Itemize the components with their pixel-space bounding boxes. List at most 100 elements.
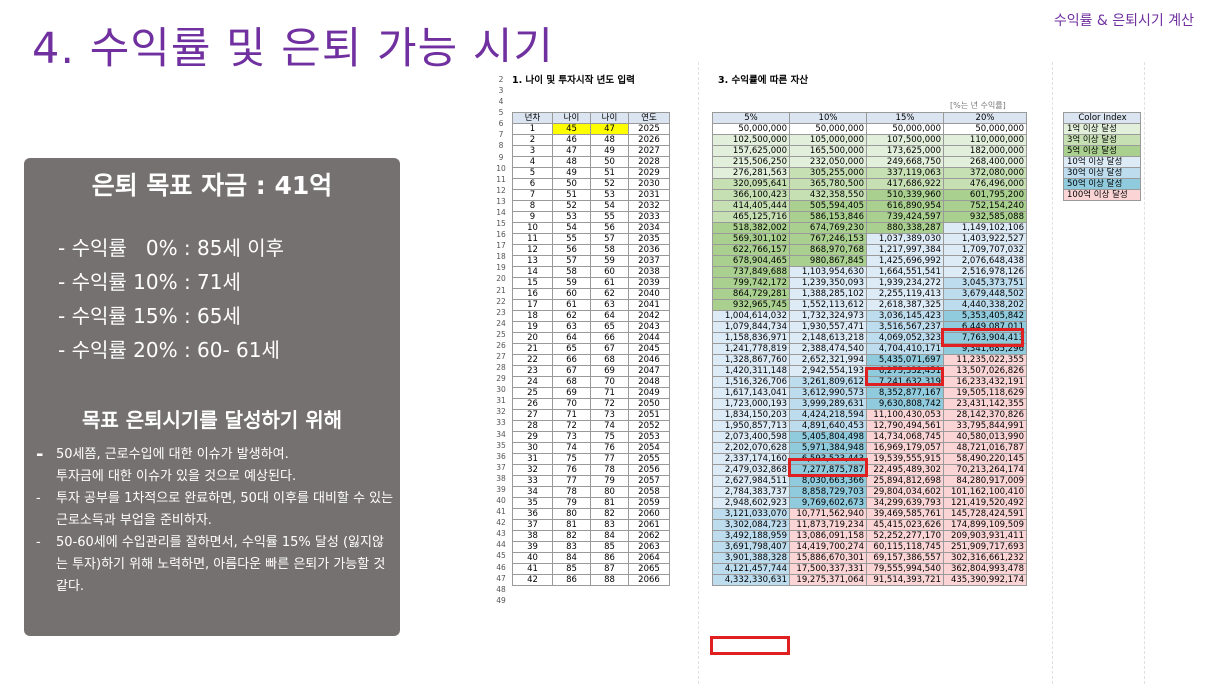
table-row: 13 57 59 2037 xyxy=(512,255,670,267)
asset-cell: 28,142,370,826 xyxy=(943,409,1027,421)
asset-cell: 25,894,812,698 xyxy=(866,475,944,487)
asset-cell: 752,154,240 xyxy=(943,200,1027,212)
top-right-caption: 수익률 & 은퇴시기 계산 xyxy=(1053,13,1194,29)
asset-cell: 182,000,000 xyxy=(943,145,1027,157)
column-header: 10% xyxy=(789,112,867,124)
asset-cell: 173,625,000 xyxy=(866,145,944,157)
table-row: 1,834,150,203 4,424,218,594 11,100,430,053… xyxy=(712,409,1027,421)
asset-cell: 465,125,716 xyxy=(712,211,790,223)
table-cell: 2042 xyxy=(628,310,670,322)
asset-table: 5% 10% 15% 20% 50,000,000 50,000,000 50,000,00… xyxy=(712,112,1027,586)
row-number: 19 xyxy=(496,263,506,273)
table-cell: 2048 xyxy=(628,376,670,388)
asset-cell: 12,790,494,561 xyxy=(866,420,944,432)
table-cell: 3 xyxy=(512,145,553,157)
note-item: - 투자 공부를 1차적으로 완료하면, 50대 이후를 대비할 수 있는 근로소… xyxy=(36,491,394,528)
asset-cell: 1,239,350,093 xyxy=(789,277,867,289)
row-number: 7 xyxy=(498,130,504,140)
table-row: 1,950,857,713 4,891,640,453 12,790,494,561… xyxy=(712,420,1027,432)
table-cell: 69 xyxy=(590,365,629,377)
asset-cell: 5,405,804,498 xyxy=(789,431,867,443)
asset-cell: 9,630,808,742 xyxy=(866,398,944,410)
table-row: 3,302,084,723 11,873,719,234 45,415,023,62… xyxy=(712,519,1027,531)
legend-row: 100억 이상 달성 xyxy=(1063,189,1141,201)
table-row: 29 73 75 2053 xyxy=(512,431,670,443)
table-cell: 56 xyxy=(552,244,591,256)
table-cell: 47 xyxy=(552,145,591,157)
asset-cell: 58,490,220,145 xyxy=(943,453,1027,465)
legend-item: 3억 이상 달성 xyxy=(1063,134,1141,146)
table-cell: 57 xyxy=(590,233,629,245)
note-text: 투자 공부를 1차적으로 완료하면, 50대 이후를 대비할 수 있는 근로소득… xyxy=(56,491,394,528)
table-cell: 50 xyxy=(552,178,591,190)
table-row: 1,617,143,041 3,612,990,573 8,352,877,167 1… xyxy=(712,387,1027,399)
table-row: 366,100,423 432,358,550 510,339,960 601,795… xyxy=(712,189,1027,201)
asset-cell: 4,069,052,323 xyxy=(866,332,944,344)
asset-cell: 2,255,119,413 xyxy=(866,288,944,300)
table-cell: 53 xyxy=(552,211,591,223)
table-cell: 15 xyxy=(512,277,553,289)
table-cell: 73 xyxy=(552,431,591,443)
table-row: 28 72 74 2052 xyxy=(512,420,670,432)
table-cell: 39 xyxy=(512,541,553,553)
table-row: 1 45 47 2025 xyxy=(512,123,670,135)
row-number: 11 xyxy=(496,174,506,184)
table-cell: 2028 xyxy=(628,156,670,168)
table-cell: 72 xyxy=(590,398,629,410)
asset-cell: 1,709,707,032 xyxy=(943,244,1027,256)
column-header: 년차 xyxy=(512,112,553,124)
table-cell: 2057 xyxy=(628,475,670,487)
legend-header-row: Color Index xyxy=(1063,112,1141,124)
table-row: 3,121,033,070 10,771,562,940 39,469,585,76… xyxy=(712,508,1027,520)
table-row: 1,420,311,148 2,942,554,193 6,275,332,451 1… xyxy=(712,365,1027,377)
table-cell: 28 xyxy=(512,420,553,432)
table-cell: 85 xyxy=(590,541,629,553)
table-row: 23 67 69 2047 xyxy=(512,365,670,377)
row-number: 14 xyxy=(496,207,506,217)
asset-cell: 13,507,026,826 xyxy=(943,365,1027,377)
asset-cell: 1,425,696,992 xyxy=(866,255,944,267)
row-number: 44 xyxy=(496,540,506,550)
asset-cell: 365,780,500 xyxy=(789,178,867,190)
asset-cell: 1,617,143,041 xyxy=(712,387,790,399)
column-header: 5% xyxy=(712,112,790,124)
table-header-row: 년차 나이 나이 연도 xyxy=(512,112,670,124)
table-row: 2 46 48 2026 xyxy=(512,134,670,146)
unit-note: [%는 년 수익률] xyxy=(950,101,1006,110)
asset-cell: 11,873,719,234 xyxy=(789,519,867,531)
table-row: 3,492,188,959 13,086,091,158 52,252,277,17… xyxy=(712,530,1027,542)
asset-cell: 2,073,400,598 xyxy=(712,431,790,443)
asset-cell: 3,612,990,573 xyxy=(789,387,867,399)
note-item: -50-60세에 수입관리를 잘하면서, 수익률 15% 달성 (잃지않는 투자… xyxy=(36,535,386,594)
table-cell: 6 xyxy=(512,178,553,190)
table-cell: 49 xyxy=(590,145,629,157)
legend-row: 10억 이상 달성 xyxy=(1063,156,1141,168)
asset-cell: 29,804,034,602 xyxy=(866,486,944,498)
table-row: 2,073,400,598 5,405,804,498 14,734,068,745… xyxy=(712,431,1027,443)
table-cell: 2041 xyxy=(628,299,670,311)
table-cell: 2032 xyxy=(628,200,670,212)
row-number: 9 xyxy=(498,152,504,162)
table-cell: 14 xyxy=(512,266,553,278)
asset-cell: 45,415,023,626 xyxy=(866,519,944,531)
table-cell: 2025 xyxy=(628,123,670,135)
rate-item: - 수익률 20% : 60- 61세 xyxy=(58,338,280,362)
table-cell: 13 xyxy=(512,255,553,267)
table-row: 27 71 73 2051 xyxy=(512,409,670,421)
table-row: 34 78 80 2058 xyxy=(512,486,670,498)
table-cell: 71 xyxy=(552,409,591,421)
table-cell: 66 xyxy=(590,332,629,344)
page-title: 4. 수익률 및 은퇴 가능 시기 xyxy=(32,24,554,74)
highlight-10pct xyxy=(788,458,868,477)
table-cell: 16 xyxy=(512,288,553,300)
table-cell: 33 xyxy=(512,475,553,487)
table-cell: 85 xyxy=(552,563,591,575)
asset-cell: 1,403,922,527 xyxy=(943,233,1027,245)
asset-cell: 1,103,954,630 xyxy=(789,266,867,278)
table-cell: 11 xyxy=(512,233,553,245)
asset-cell: 1,158,836,971 xyxy=(712,332,790,344)
table-cell: 68 xyxy=(552,376,591,388)
retirement-goal-panel: 은퇴 목표 자금 : 41억 - 수익률 0% : 85세 이후 - 수익률 1… xyxy=(24,158,400,636)
table-row: 7 51 53 2031 xyxy=(512,189,670,201)
table-row: 3 47 49 2027 xyxy=(512,145,670,157)
